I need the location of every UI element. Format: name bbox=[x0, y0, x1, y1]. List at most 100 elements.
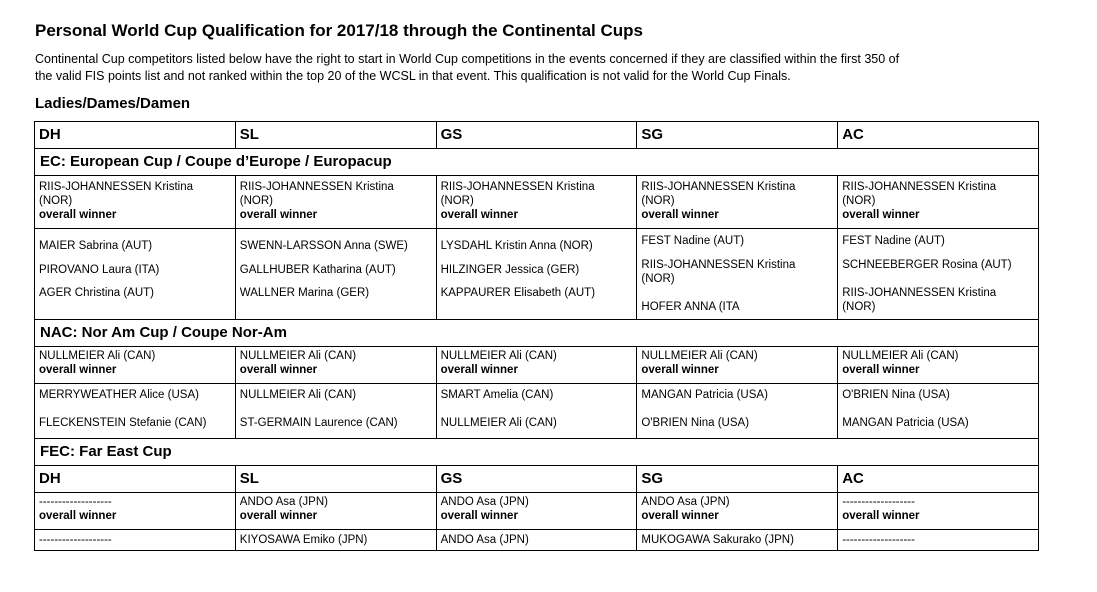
nac-winner-ac: NULLMEIER Ali (CAN) overall winner bbox=[837, 346, 1039, 384]
table-row-ec-winner: RIIS-JOHANNESSEN Kristina (NOR) overall wi… bbox=[34, 175, 1039, 229]
ec-list-gs: LYSDAHL Kristin Anna (NOR) HILZINGER Jes… bbox=[435, 228, 638, 320]
winner-name: NULLMEIER Ali (CAN) bbox=[440, 350, 557, 362]
overall-winner-label: overall winner bbox=[641, 364, 719, 376]
section-row-nac: NAC: Nor Am Cup / Coupe Nor-Am bbox=[34, 319, 1039, 347]
fec-column-header-ac: AC bbox=[837, 465, 1039, 493]
list-item: KAPPAURER Elisabeth (AUT) bbox=[440, 287, 596, 299]
ec-list-sg: FEST Nadine (AUT) RIIS-JOHANNESSEN Krist… bbox=[636, 228, 839, 320]
table-row-fec-winner: ------------------- overall winner ANDO A… bbox=[34, 492, 1039, 530]
list-item: GALLHUBER Katharina (AUT) bbox=[239, 264, 396, 276]
winner-name: ANDO Asa (JPN) bbox=[641, 496, 730, 508]
nac-winner-sl: NULLMEIER Ali (CAN) overall winner bbox=[234, 346, 437, 384]
list-item: FEST Nadine (AUT) bbox=[842, 235, 945, 247]
winner-nation: (NOR) bbox=[239, 195, 274, 207]
list-item: O'BRIEN Nina (USA) bbox=[641, 417, 750, 429]
fec-winner-sl: ANDO Asa (JPN) overall winner bbox=[234, 492, 437, 530]
fec-winner-sg: ANDO Asa (JPN) overall winner bbox=[636, 492, 839, 530]
winner-nation: (NOR) bbox=[440, 195, 474, 207]
winner-name: RIIS-JOHANNESSEN Kristina bbox=[239, 181, 394, 193]
overall-winner-label: overall winner bbox=[842, 364, 920, 376]
overall-winner-label: overall winner bbox=[239, 209, 318, 221]
fec-winner-ac: ------------------- overall winner bbox=[837, 492, 1039, 530]
fec-winner-dh: ------------------- overall winner bbox=[34, 492, 236, 530]
list-item: ST-GERMAIN Laurence (CAN) bbox=[239, 417, 398, 429]
fec-second-ac: ------------------- bbox=[837, 529, 1039, 551]
winner-name: ANDO Asa (JPN) bbox=[440, 496, 529, 508]
winner-name: NULLMEIER Ali (CAN) bbox=[842, 350, 959, 362]
winner-name: NULLMEIER Ali (CAN) bbox=[239, 350, 357, 362]
column-header-dh: DH bbox=[34, 121, 236, 149]
page-title: Personal World Cup Qualification for 201… bbox=[35, 21, 643, 40]
overall-winner-label: overall winner bbox=[842, 209, 920, 221]
overall-winner-label: overall winner bbox=[39, 510, 117, 522]
overall-winner-label: overall winner bbox=[641, 510, 719, 522]
winner-name: RIIS-JOHANNESSEN Kristina bbox=[440, 181, 595, 193]
nac-winner-gs: NULLMEIER Ali (CAN) overall winner bbox=[435, 346, 638, 384]
ec-list-sl: SWENN-LARSSON Anna (SWE) GALLHUBER Katha… bbox=[234, 228, 437, 320]
section-row-ec: EC: European Cup / Coupe d’Europe / Euro… bbox=[34, 148, 1039, 176]
ec-winner-dh: RIIS-JOHANNESSEN Kristina (NOR) overall wi… bbox=[34, 175, 236, 229]
overall-winner-label: overall winner bbox=[39, 364, 117, 376]
qualification-table: DH SL GS SG AC EC: European Cup / Coupe … bbox=[34, 121, 1039, 551]
list-item: FLECKENSTEIN Stefanie (CAN) bbox=[39, 417, 207, 429]
list-item: WALLNER Marina (GER) bbox=[239, 287, 370, 299]
list-item: HILZINGER Jessica (GER) bbox=[440, 264, 580, 276]
ec-winner-sl: RIIS-JOHANNESSEN Kristina (NOR) overall wi… bbox=[234, 175, 437, 229]
section-row-fec: FEC: Far East Cup bbox=[34, 438, 1039, 466]
fec-column-header-sl: SL bbox=[234, 465, 437, 493]
nac-list-sg: MANGAN Patricia (USA) O'BRIEN Nina (USA) bbox=[636, 383, 839, 439]
ec-list-dh: MAIER Sabrina (AUT) PIROVANO Laura (ITA)… bbox=[34, 228, 236, 320]
list-item: SCHNEEBERGER Rosina (AUT) bbox=[842, 259, 1012, 271]
list-item: LYSDAHL Kristin Anna (NOR) bbox=[440, 240, 593, 252]
fec-second-sg: MUKOGAWA Sakurako (JPN) bbox=[636, 529, 839, 551]
intro-line-2: the valid FIS points list and not ranked… bbox=[35, 69, 791, 83]
overall-winner-label: overall winner bbox=[842, 510, 920, 522]
list-item: (NOR) bbox=[842, 301, 876, 313]
list-item: RIIS-JOHANNESSEN Kristina bbox=[842, 287, 997, 299]
fec-column-header-dh: DH bbox=[34, 465, 236, 493]
column-header-ac: AC bbox=[837, 121, 1039, 149]
nac-winner-sg: NULLMEIER Ali (CAN) overall winner bbox=[636, 346, 839, 384]
winner-name: RIIS-JOHANNESSEN Kristina bbox=[842, 181, 997, 193]
section-title-nac: NAC: Nor Am Cup / Coupe Nor-Am bbox=[34, 319, 1039, 347]
column-header-gs: GS bbox=[435, 121, 638, 149]
column-header-sg: SG bbox=[636, 121, 839, 149]
nac-winner-dh: NULLMEIER Ali (CAN) overall winner bbox=[34, 346, 236, 384]
list-item: FEST Nadine (AUT) bbox=[641, 235, 745, 247]
list-item: HOFER ANNA (ITA bbox=[641, 301, 740, 313]
nac-list-gs: SMART Amelia (CAN) NULLMEIER Ali (CAN) bbox=[435, 383, 638, 439]
winner-name: ------------------- bbox=[39, 496, 112, 508]
list-item: AGER Christina (AUT) bbox=[39, 287, 155, 299]
winner-nation: (NOR) bbox=[842, 195, 876, 207]
intro-line-1: Continental Cup competitors listed below… bbox=[35, 52, 900, 66]
overall-winner-label: overall winner bbox=[641, 209, 719, 221]
table-row-nac-list: MERRYWEATHER Alice (USA) FLECKENSTEIN St… bbox=[34, 383, 1039, 439]
winner-nation: (NOR) bbox=[641, 195, 675, 207]
list-item: MANGAN Patricia (USA) bbox=[842, 417, 969, 429]
list-item: MAIER Sabrina (AUT) bbox=[39, 240, 153, 252]
fec-winner-gs: ANDO Asa (JPN) overall winner bbox=[435, 492, 638, 530]
ec-winner-gs: RIIS-JOHANNESSEN Kristina (NOR) overall wi… bbox=[435, 175, 638, 229]
fec-column-header-sg: SG bbox=[636, 465, 839, 493]
list-item: NULLMEIER Ali (CAN) bbox=[440, 417, 557, 429]
winner-name: RIIS-JOHANNESSEN Kristina bbox=[39, 181, 194, 193]
category-heading: Ladies/Dames/Damen bbox=[35, 95, 191, 112]
list-item: SMART Amelia (CAN) bbox=[440, 389, 554, 401]
overall-winner-label: overall winner bbox=[239, 510, 318, 522]
overall-winner-label: overall winner bbox=[440, 209, 518, 221]
list-item: SWENN-LARSSON Anna (SWE) bbox=[239, 240, 408, 252]
winner-name: NULLMEIER Ali (CAN) bbox=[39, 350, 156, 362]
overall-winner-label: overall winner bbox=[440, 510, 518, 522]
ec-list-ac: FEST Nadine (AUT) SCHNEEBERGER Rosina (A… bbox=[837, 228, 1039, 320]
table-row-nac-winner: NULLMEIER Ali (CAN) overall winner NULLME… bbox=[34, 346, 1039, 384]
list-item: MANGAN Patricia (USA) bbox=[641, 389, 768, 401]
list-item: O'BRIEN Nina (USA) bbox=[842, 389, 950, 401]
overall-winner-label: overall winner bbox=[440, 364, 518, 376]
overall-winner-label: overall winner bbox=[39, 209, 117, 221]
table-header-row-fec: DH SL GS SG AC bbox=[34, 465, 1039, 493]
list-item: PIROVANO Laura (ITA) bbox=[39, 264, 160, 276]
fec-second-gs: ANDO Asa (JPN) bbox=[435, 529, 638, 551]
ec-winner-sg: RIIS-JOHANNESSEN Kristina (NOR) overall wi… bbox=[636, 175, 839, 229]
fec-column-header-gs: GS bbox=[435, 465, 638, 493]
list-item: (NOR) bbox=[641, 273, 675, 285]
